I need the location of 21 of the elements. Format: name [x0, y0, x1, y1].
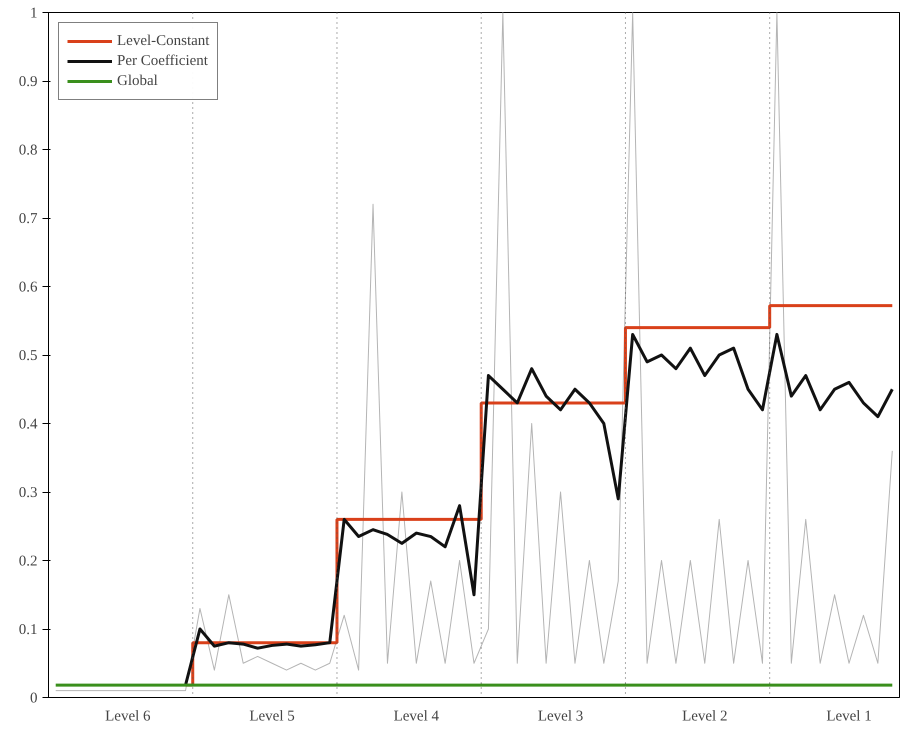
legend-label: Per Coefficient [117, 52, 208, 70]
x-tick-label: Level 2 [682, 708, 728, 724]
y-tick-label: 0.3 [18, 485, 38, 501]
legend-label: Level-Constant [117, 32, 210, 50]
y-tick-label: 0.4 [18, 416, 38, 432]
x-tick-label: Level 3 [538, 708, 584, 724]
x-tick-label: Level 1 [826, 708, 872, 724]
y-tick-label: 0.1 [18, 622, 38, 638]
y-tick-label: 0.2 [18, 554, 38, 570]
y-tick-label: 0.6 [18, 280, 38, 296]
y-tick-label: 0.7 [18, 211, 38, 227]
x-tick-label: Level 5 [249, 708, 295, 724]
y-tick-label: 1 [30, 6, 38, 22]
y-tick-label: 0 [30, 690, 38, 706]
line-series [55, 12, 893, 692]
y-tick-label: 0.5 [18, 348, 38, 364]
y-tick-label: 0.9 [18, 74, 38, 90]
x-tick-label: Level 6 [105, 708, 152, 724]
x-tick-label: Level 4 [394, 708, 440, 724]
y-tick-label: 0.8 [18, 142, 38, 158]
legend-label: Global [117, 72, 158, 90]
